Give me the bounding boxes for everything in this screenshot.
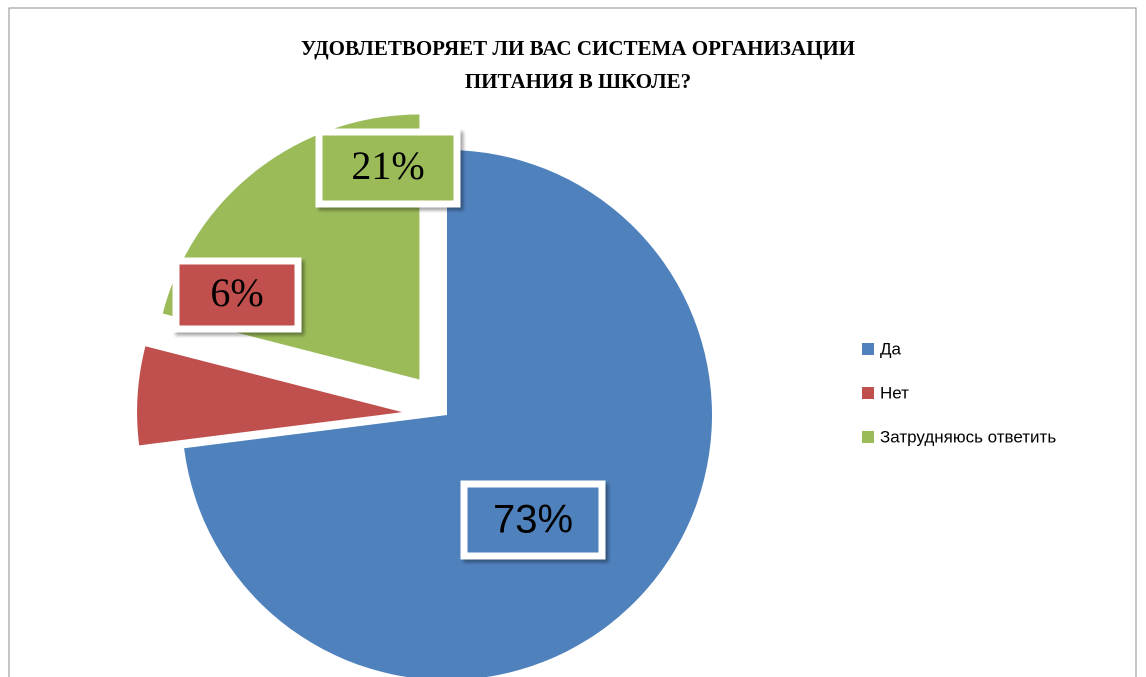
data-label: 21% [351, 143, 424, 188]
legend-swatch [862, 387, 874, 399]
data-label-box [315, 128, 461, 208]
data-label: 6% [210, 270, 263, 315]
data-label: 73% [493, 498, 573, 542]
legend-swatch [862, 343, 874, 355]
data-label-box [460, 480, 606, 560]
chart-frame [8, 7, 1137, 677]
legend-swatch [862, 431, 874, 443]
legend-label: Нет [880, 383, 909, 402]
legend-label: Да [880, 339, 902, 358]
legend-label: Затрудняюсь ответить [880, 427, 1056, 446]
chart-title: УДОВЛЕТВОРЯЕТ ЛИ ВАС СИСТЕМА ОРГАНИЗАЦИИ [301, 36, 855, 60]
chart-title: ПИТАНИЯ В ШКОЛЕ? [465, 69, 691, 93]
pie-slice [137, 346, 403, 446]
data-label-box [172, 257, 302, 333]
